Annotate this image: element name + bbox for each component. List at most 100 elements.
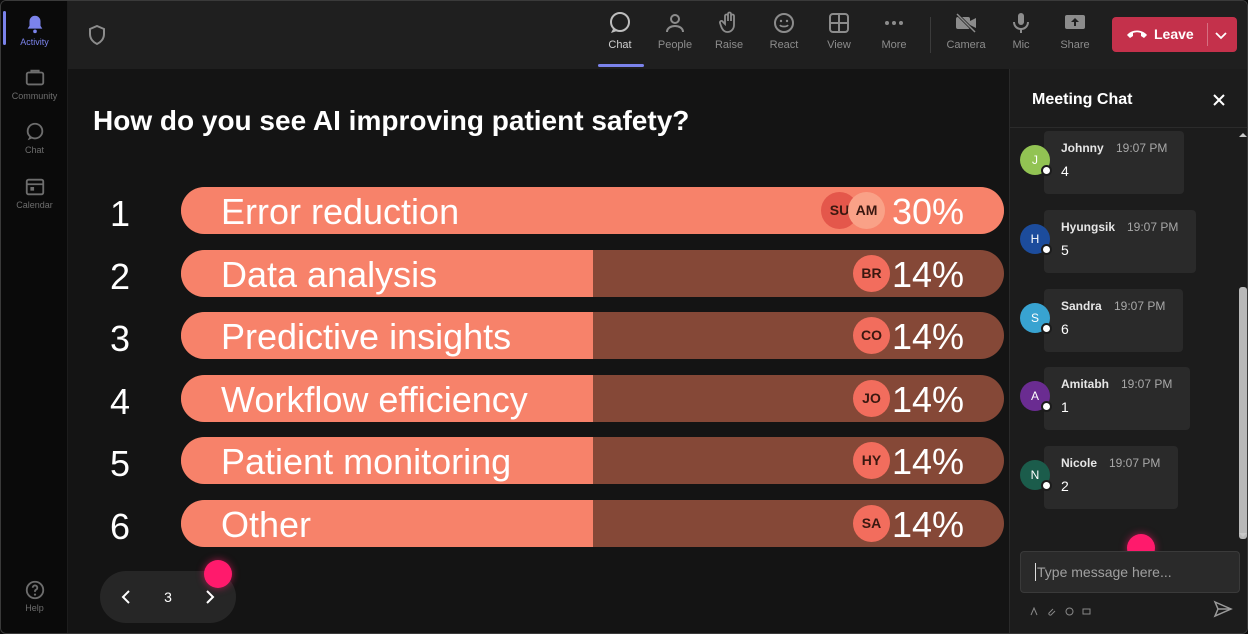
mic-button[interactable]: Mic (994, 11, 1048, 51)
chat-icon (26, 122, 43, 141)
chat-scroll-thumb[interactable] (1239, 287, 1247, 539)
option-result-bar: Predictive insights CO 14% (181, 312, 1004, 359)
format-icon[interactable] (1030, 603, 1039, 616)
message-bubble[interactable]: Hyungsik 19:07 PM 5 (1044, 210, 1196, 273)
poll-option-row: 5 Patient monitoring HY 14% (68, 437, 1009, 485)
pointer-highlight (204, 560, 232, 588)
message-text: 2 (1061, 478, 1069, 494)
message-bubble[interactable]: Amitabh 19:07 PM 1 (1044, 367, 1190, 430)
more-icon (885, 21, 903, 25)
option-label: Predictive insights (221, 316, 512, 357)
avatar-initial: S (1030, 311, 1039, 325)
avatar-initial: N (1030, 468, 1040, 482)
grid-view-icon (829, 13, 849, 33)
rail-label: Calendar (16, 200, 53, 210)
option-label: Other (221, 503, 312, 545)
option-label: Error reduction (221, 191, 460, 232)
community-icon (25, 69, 44, 86)
send-icon[interactable] (1213, 599, 1233, 619)
avatar[interactable]: J (1020, 145, 1052, 176)
phone-hangup-icon (1127, 30, 1147, 38)
option-percentage: 14% (891, 253, 964, 295)
chat-title: Meeting Chat (1032, 91, 1133, 108)
chat-divider (1010, 127, 1247, 128)
raise-hand-button[interactable]: Raise (702, 11, 756, 51)
view-button[interactable]: View (812, 11, 866, 51)
message-timestamp: 19:07 PM (1121, 377, 1173, 391)
message-bubble[interactable]: Sandra 19:07 PM 6 (1044, 289, 1183, 352)
poll-stage: How do you see AI improving patient safe… (68, 69, 1009, 633)
scroll-down-arrow-icon[interactable] (1237, 529, 1248, 541)
share-button[interactable]: Share (1048, 11, 1102, 51)
avatar-initial: J (1032, 153, 1038, 167)
compose-tools (1030, 603, 1095, 616)
rail-label: Help (25, 603, 44, 613)
camera-button[interactable]: Camera (939, 11, 993, 51)
option-result-fill (181, 312, 593, 359)
avatar[interactable]: N (1020, 460, 1052, 491)
option-result-fill (181, 374, 593, 422)
raise-hand-label: Raise (714, 39, 744, 51)
person-icon (666, 14, 684, 33)
page-number: 3 (164, 589, 172, 605)
message-text: 6 (1061, 321, 1069, 337)
sender-name: Nicole (1061, 456, 1098, 470)
voter-avatar: BR (853, 254, 890, 292)
leave-button[interactable]: Leave (1112, 17, 1237, 52)
chevron-right-icon[interactable] (198, 585, 222, 609)
chat-button-label: Chat (608, 39, 632, 51)
presence-dot (1041, 165, 1052, 176)
message-text: 1 (1061, 399, 1069, 415)
chevron-left-icon[interactable] (114, 585, 138, 609)
camera-label: Camera (946, 39, 986, 51)
rail-item-community[interactable]: Community (1, 67, 68, 101)
option-result-bar: Workflow efficiency JO 14% (181, 374, 1004, 422)
chat-message: Amitabh 19:07 PM 1 A (1010, 367, 1236, 433)
avatar[interactable]: A (1020, 381, 1052, 412)
avatar[interactable]: S (1020, 303, 1052, 334)
gif-icon[interactable] (1082, 603, 1091, 615)
option-result-bar: Other SA 14% (181, 499, 1004, 547)
chevron-down-icon[interactable] (1213, 27, 1229, 43)
option-number: 1 (109, 193, 131, 234)
message-input[interactable] (1021, 552, 1239, 592)
emoji-icon[interactable] (1065, 603, 1074, 616)
option-result-fill (181, 437, 593, 484)
option-label: Patient monitoring (221, 441, 512, 482)
close-icon[interactable] (1210, 91, 1228, 109)
sender-name: Amitabh (1061, 377, 1109, 391)
rail-item-activity[interactable]: Activity (1, 13, 68, 47)
shield-icon[interactable] (88, 25, 106, 45)
message-bubble[interactable]: Nicole 19:07 PM 2 (1044, 446, 1178, 509)
chat-button[interactable]: Chat (593, 11, 647, 51)
message-bubble[interactable]: Johnny 19:07 PM 4 (1044, 131, 1184, 194)
message-timestamp: 19:07 PM (1127, 220, 1179, 234)
chat-message: Hyungsik 19:07 PM 5 H (1010, 210, 1236, 276)
rail-label: Activity (20, 37, 49, 47)
option-percentage: 14% (891, 441, 964, 482)
active-tab-indicator (598, 64, 644, 67)
more-button[interactable]: More (867, 11, 921, 51)
people-button-label: People (657, 39, 693, 51)
people-button[interactable]: People (648, 11, 702, 51)
voter-avatar: HY (853, 442, 890, 479)
rail-item-help[interactable]: Help (1, 579, 68, 613)
message-timestamp: 19:07 PM (1109, 456, 1161, 470)
message-text: 5 (1061, 242, 1069, 258)
rail-active-indicator (3, 11, 6, 45)
rail-item-calendar[interactable]: Calendar (1, 176, 68, 210)
sender-name: Johnny (1061, 141, 1104, 155)
react-button[interactable]: React (757, 11, 811, 51)
sender-name: Sandra (1061, 299, 1102, 313)
avatar[interactable]: H (1020, 224, 1052, 255)
option-number: 2 (109, 255, 131, 297)
attach-icon[interactable] (1047, 603, 1056, 616)
smiley-icon (774, 13, 794, 33)
meeting-chat-panel: Meeting Chat Johnny 19:07 PM 4 J Hyungsik 19:… (1009, 69, 1248, 633)
option-label: Workflow efficiency (221, 378, 528, 420)
rail-item-chat[interactable]: Chat (1, 121, 68, 155)
option-percentage: 14% (891, 316, 964, 357)
message-compose-box[interactable] (1020, 551, 1240, 593)
scroll-up-arrow-icon[interactable] (1237, 129, 1248, 141)
